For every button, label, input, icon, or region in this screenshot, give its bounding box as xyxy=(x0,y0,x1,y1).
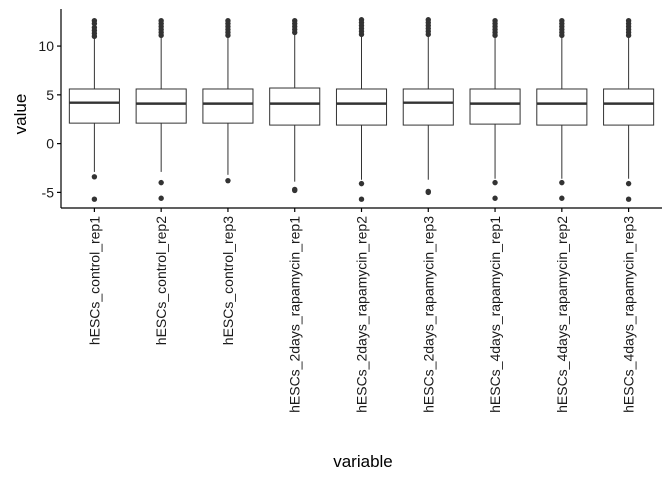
box-iqr xyxy=(269,87,321,126)
box-iqr xyxy=(335,88,388,126)
outlier-point xyxy=(91,196,98,202)
y-tick-label: 0 xyxy=(46,136,54,152)
outlier-point xyxy=(492,195,498,201)
outlier-point xyxy=(91,18,98,24)
outlier-point xyxy=(158,195,164,201)
boxplot-group xyxy=(469,18,521,201)
boxplot-group xyxy=(536,18,588,201)
x-tick-label: hESCs_control_rep3 xyxy=(220,216,236,345)
outlier-point xyxy=(91,24,98,31)
box-iqr xyxy=(469,88,521,125)
boxplot-group xyxy=(603,18,655,202)
outlier-point xyxy=(292,18,298,24)
outlier-point xyxy=(91,174,98,180)
x-axis: hESCs_control_rep1 hESCs_control_rep2 hESC… xyxy=(61,207,662,413)
box-iqr xyxy=(536,88,588,126)
box-iqr xyxy=(603,88,655,126)
boxplot-group xyxy=(68,18,120,202)
outlier-point xyxy=(559,18,565,24)
x-tick-label: hESCs_control_rep1 xyxy=(86,216,102,345)
y-tick-label: 5 xyxy=(46,87,54,103)
box-iqr xyxy=(135,88,187,124)
x-tick-label: hESCs_control_rep2 xyxy=(153,216,169,345)
x-tick-label: hESCs_4days_rapamycin_rep3 xyxy=(621,216,637,413)
boxplot-group xyxy=(202,18,254,184)
outlier-point xyxy=(625,196,632,202)
outlier-point xyxy=(492,18,498,24)
outlier-point xyxy=(225,18,231,24)
x-tick-label: hESCs_2days_rapamycin_rep3 xyxy=(420,216,436,413)
x-tick-label: hESCs_2days_rapamycin_rep2 xyxy=(354,216,370,413)
box-iqr xyxy=(202,88,254,124)
boxplot-group xyxy=(335,17,388,202)
boxplot-group xyxy=(402,17,454,196)
y-tick-label: -5 xyxy=(42,184,55,200)
outlier-point xyxy=(559,179,565,186)
plot-area xyxy=(68,17,655,202)
outlier-point xyxy=(625,180,632,187)
box-iqr xyxy=(402,88,454,126)
box-iqr xyxy=(68,88,120,124)
y-axis-title: value xyxy=(11,94,30,135)
x-axis-title: variable xyxy=(333,452,393,471)
boxplot-group xyxy=(269,18,321,194)
outlier-point xyxy=(225,177,231,184)
x-tick-label: hESCs_4days_rapamycin_rep2 xyxy=(554,216,570,413)
x-tick-label: hESCs_4days_rapamycin_rep1 xyxy=(487,216,503,413)
outlier-point xyxy=(158,179,164,186)
outlier-point xyxy=(358,196,365,202)
boxplot-group xyxy=(135,18,187,201)
outlier-point xyxy=(425,17,431,23)
y-axis: -5 0 5 10 xyxy=(38,9,62,208)
outlier-point xyxy=(425,189,431,196)
outlier-point xyxy=(358,17,365,23)
outlier-point xyxy=(625,18,632,24)
y-tick-label: 10 xyxy=(38,38,54,54)
outlier-point xyxy=(358,180,365,187)
x-tick-label: hESCs_2days_rapamycin_rep1 xyxy=(287,216,303,413)
outlier-point xyxy=(492,179,498,186)
outlier-point xyxy=(158,18,164,24)
outlier-point xyxy=(292,187,298,194)
outlier-point xyxy=(559,195,565,201)
